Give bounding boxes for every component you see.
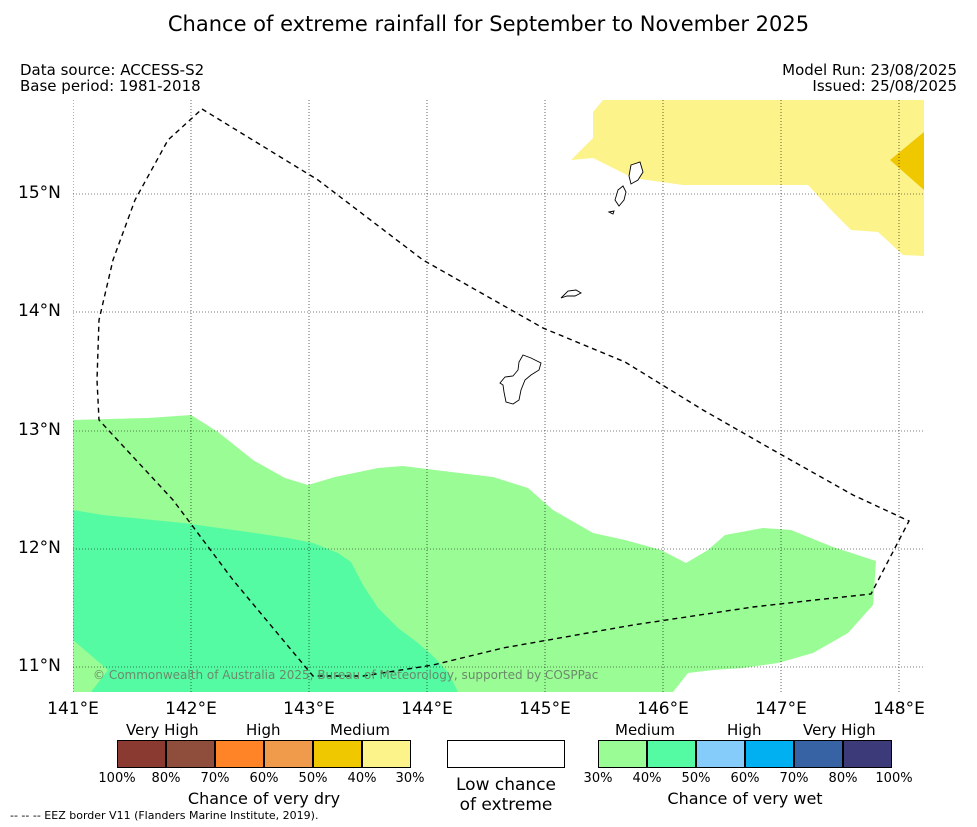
data-source: Data source: ACCESS-S2 (20, 61, 205, 79)
wet-high-region (73, 510, 458, 692)
dry-swatch-40-30 (362, 740, 411, 768)
dry-swatch-60-50 (264, 740, 313, 768)
wet-medium-corner (73, 640, 108, 692)
wet-swatch-80-100 (843, 740, 892, 768)
meta-left: Data source: ACCESS-S2 Base period: 1981… (20, 62, 204, 94)
lon-tick-142e: 142°E (165, 699, 217, 719)
lon-tick-146e: 146°E (637, 699, 689, 719)
dry-header-medium: Medium (330, 721, 390, 739)
wet-tick-80: 80% (828, 771, 858, 786)
lon-tick-144e: 144°E (401, 699, 453, 719)
dry-tick-40: 40% (347, 771, 377, 786)
dry-swatch-70-60 (215, 740, 264, 768)
wet-swatch-50-60 (696, 740, 745, 768)
meta-right: Model Run: 23/08/2025 Issued: 25/08/2025 (782, 62, 957, 94)
base-period: Base period: 1981-2018 (20, 77, 201, 95)
dry-legend-title: Chance of very dry (187, 789, 341, 808)
lon-tick-143e: 143°E (283, 699, 335, 719)
lat-tick-14n: 14°N (18, 301, 61, 321)
wet-swatch-30-40 (598, 740, 647, 768)
lat-tick-13n: 13°N (18, 420, 61, 440)
lat-tick-11n: 11°N (18, 656, 61, 676)
wet-swatch-70-80 (794, 740, 843, 768)
wet-header-medium: Medium (615, 721, 675, 739)
eez-footnote: -- -- -- EEZ border V11 (Flanders Marine… (10, 809, 319, 822)
low-chance-swatch (447, 740, 565, 768)
lon-tick-147e: 147°E (755, 699, 807, 719)
wet-tick-40: 40% (632, 771, 662, 786)
dry-medium-region (571, 100, 924, 256)
dry-swatch-80-70 (166, 740, 215, 768)
dry-swatch-100-80 (117, 740, 166, 768)
wet-tick-60: 60% (730, 771, 760, 786)
wet-tick-50: 50% (681, 771, 711, 786)
dry-tick-100: 100% (98, 771, 136, 786)
dry-colorbar (117, 740, 411, 768)
low-chance-line2: of extreme (459, 795, 553, 815)
page-title: Chance of extreme rainfall for September… (167, 12, 810, 36)
island-saipan (628, 161, 644, 185)
lat-tick-12n: 12°N (18, 538, 61, 558)
dry-tick-30: 30% (395, 771, 425, 786)
wet-tick-70: 70% (779, 771, 809, 786)
lon-tick-148e: 148°E (873, 699, 925, 719)
island-guam (499, 354, 542, 405)
islands (499, 161, 644, 405)
wet-header-high: High (727, 721, 762, 739)
issued-date: Issued: 25/08/2025 (812, 77, 957, 95)
wet-tick-30: 30% (583, 771, 613, 786)
dry-header-very-high: Very High (126, 721, 199, 739)
wet-swatch-40-50 (647, 740, 696, 768)
wet-header-very-high: Very High (803, 721, 876, 739)
island-aguijan (607, 210, 615, 215)
rainfall-map (73, 100, 924, 692)
dry-swatch-50-40 (313, 740, 362, 768)
graticule (73, 100, 924, 692)
dry-tick-50: 50% (298, 771, 328, 786)
island-rota (560, 289, 582, 299)
wet-colorbar (598, 740, 892, 768)
model-run: Model Run: 23/08/2025 (782, 61, 957, 79)
wet-legend-title: Chance of very wet (667, 789, 823, 808)
dry-tick-80: 80% (151, 771, 181, 786)
lon-tick-141e: 141°E (47, 699, 99, 719)
island-tinian (614, 185, 627, 207)
wet-swatch-60-70 (745, 740, 794, 768)
low-chance-line1: Low chance (456, 775, 556, 795)
dry-tick-70: 70% (200, 771, 230, 786)
wet-tick-100: 100% (875, 771, 913, 786)
lat-tick-15n: 15°N (18, 183, 61, 203)
dry-high-region (890, 132, 924, 190)
lon-tick-145e: 145°E (519, 699, 571, 719)
low-chance-label: Low chance of extreme (430, 775, 582, 815)
dry-tick-60: 60% (249, 771, 279, 786)
copyright-notice: © Commonwealth of Australia 2025, Bureau… (93, 668, 599, 682)
dry-header-high: High (246, 721, 281, 739)
eez-border (96, 108, 910, 677)
